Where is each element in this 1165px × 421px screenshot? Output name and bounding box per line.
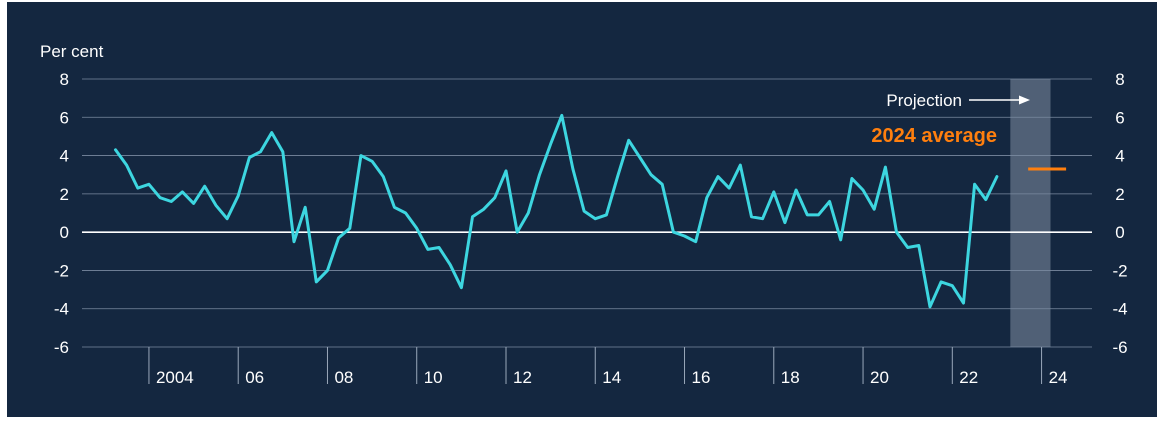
y-tick-label-left: 6 — [60, 108, 69, 127]
x-tick-label: 24 — [1049, 368, 1068, 387]
y-tick-label-left: -6 — [54, 338, 69, 357]
y-tick-label-right: -2 — [1112, 261, 1127, 280]
x-tick-label: 06 — [245, 368, 264, 387]
y-tick-label-left: -4 — [54, 300, 69, 319]
y-tick-label-left: 4 — [60, 147, 69, 166]
x-tick-label: 08 — [334, 368, 353, 387]
y-tick-label-right: -6 — [1112, 338, 1127, 357]
x-tick-label: 14 — [602, 368, 621, 387]
projection-arrow — [969, 95, 1030, 105]
y-tick-label-left: 8 — [60, 70, 69, 89]
average-label: 2024 average — [871, 125, 997, 147]
series-line — [114, 113, 999, 309]
y-axis-label: Per cent — [40, 42, 104, 61]
x-tick-label: 12 — [513, 368, 532, 387]
x-tick-label: 18 — [781, 368, 800, 387]
y-tick-label-right: 2 — [1115, 185, 1124, 204]
y-tick-label-left: 0 — [60, 223, 69, 242]
x-tick-label: 22 — [959, 368, 978, 387]
x-tick-label: 20 — [870, 368, 889, 387]
x-tick-label: 10 — [424, 368, 443, 387]
x-tick-label: 2004 — [156, 368, 194, 387]
y-tick-label-right: -4 — [1112, 300, 1127, 319]
projection-label: Projection — [886, 91, 962, 110]
y-tick-label-right: 0 — [1115, 223, 1124, 242]
y-tick-label-right: 4 — [1115, 147, 1124, 166]
y-tick-label-left: -2 — [54, 261, 69, 280]
projection-shade — [1010, 79, 1051, 347]
x-tick-label: 16 — [692, 368, 711, 387]
y-tick-label-left: 2 — [60, 185, 69, 204]
projection-line-chart: 8 86 64 42 20 0-2 -2-4 -4-6 -6 2004 06 08 10 12 14 16 1… — [40, 42, 1128, 387]
chart-panel: 8 8 6 6 4 4 2 2 0 0 -2 -2 -4 -4 -6 -6 2004 06 08 10 12 14 16 1… — [7, 2, 1157, 417]
y-tick-label-right: 8 — [1115, 70, 1124, 89]
y-tick-label-right: 6 — [1115, 108, 1124, 127]
